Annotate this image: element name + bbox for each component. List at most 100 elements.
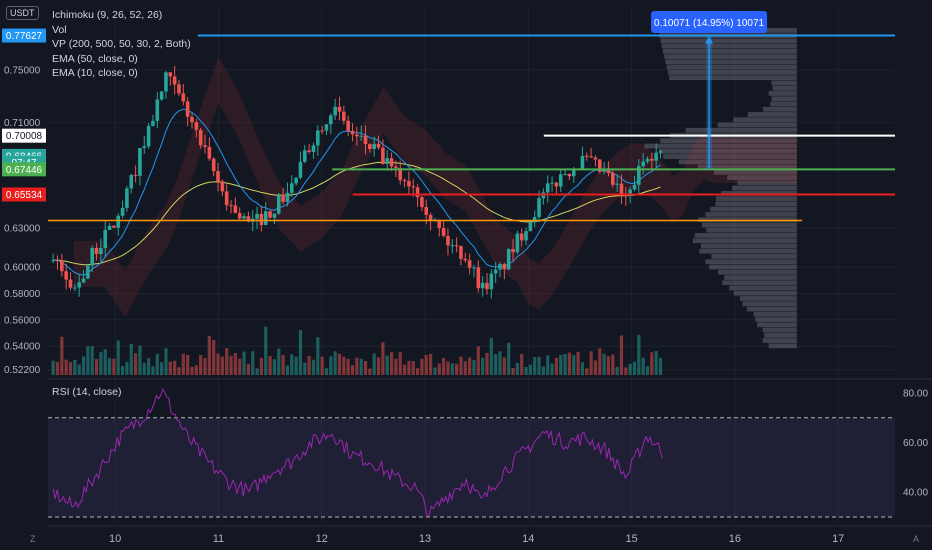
volume-bar [424, 354, 428, 375]
volume-profile-bar [660, 38, 797, 44]
volume-bar [407, 360, 411, 375]
volume-bar [632, 361, 637, 375]
price-label-box [2, 128, 46, 143]
candle-body [307, 150, 311, 152]
volume-bar [641, 357, 645, 375]
volume-bar [355, 357, 359, 375]
volume-bar [398, 351, 402, 375]
candle-body [55, 260, 60, 262]
volume-bar [376, 357, 381, 375]
rsi-legend[interactable]: RSI (14, close) [52, 386, 122, 398]
volume-profile-bar [698, 217, 797, 223]
legend-vol[interactable]: Vol [52, 23, 67, 36]
candle-body [628, 189, 632, 196]
candle-body [302, 150, 307, 162]
volume-bar [285, 365, 290, 375]
volume-bar [494, 354, 498, 375]
candle-body [203, 145, 207, 147]
volume-bar [554, 357, 559, 375]
volume-profile-bar [705, 212, 797, 217]
price-label: 0.65534 [6, 190, 43, 201]
candle-body [120, 207, 125, 216]
volume-bar [251, 351, 255, 375]
volume-bar [546, 355, 550, 375]
volume-profile-bar [716, 196, 797, 201]
volume-bar [229, 355, 233, 375]
candle-body [281, 195, 285, 202]
legend-ema10[interactable]: EMA (10, close, 0) [52, 67, 138, 79]
volume-profile-bar [710, 206, 797, 212]
volume-profile-bar [746, 306, 797, 312]
currency-badge[interactable]: USDT [6, 6, 39, 20]
candle-body [424, 207, 429, 215]
candle-body [593, 157, 598, 160]
volume-bar [498, 351, 502, 375]
volume-bar [411, 361, 415, 375]
volume-profile-bar [772, 85, 797, 91]
auto-scale-button[interactable]: A [913, 534, 920, 544]
volume-bar [550, 363, 554, 375]
candle-body [650, 158, 654, 161]
volume-bar [602, 353, 606, 375]
candle-body [511, 249, 515, 253]
price-tick-label: 0.56000 [4, 315, 41, 326]
price-label: 0.70008 [6, 131, 43, 142]
candle-body [485, 282, 489, 290]
rsi-tick-label: 40.00 [903, 488, 928, 499]
candle-body [459, 246, 463, 259]
candle-body [580, 155, 585, 170]
volume-bar [94, 359, 99, 375]
volume-bar [385, 355, 389, 375]
candle-body [624, 195, 628, 197]
volume-bar [160, 362, 164, 375]
volume-bar [402, 364, 407, 375]
candle-body [320, 130, 324, 132]
candle-body [90, 247, 95, 266]
candle-body [480, 282, 485, 289]
candle-body [537, 198, 541, 217]
volume-profile-bar [737, 180, 797, 186]
candle-body [385, 158, 390, 164]
volume-bar [533, 357, 537, 375]
candle-body [467, 260, 472, 268]
volume-profile-bar [768, 343, 797, 349]
volume-bar [112, 358, 116, 375]
volume-bar [125, 361, 129, 375]
volume-bar [537, 356, 541, 375]
volume-bar [212, 340, 216, 375]
candle-body [172, 76, 177, 85]
candle-body [381, 147, 385, 164]
volume-bar [311, 359, 316, 375]
volume-bar [507, 342, 511, 375]
time-tick-label: 11 [213, 533, 224, 545]
volume-bar [389, 352, 394, 375]
timezone-button[interactable]: Z [30, 534, 36, 544]
volume-bar [463, 361, 467, 375]
legend-vp[interactable]: VP (200, 500, 50, 30, 2, Both) [52, 38, 191, 50]
volume-bar [233, 352, 237, 375]
price-tick-label: 0.75000 [4, 66, 41, 77]
candle-body [632, 184, 637, 190]
candle-body [394, 166, 398, 168]
candle-body [263, 211, 268, 226]
volume-bar [645, 366, 650, 375]
candle-body [224, 191, 229, 206]
legend-ema50[interactable]: EMA (50, close, 0) [52, 52, 138, 65]
volume-profile-bar [661, 43, 797, 49]
volume-bar [107, 358, 112, 375]
candle-body [285, 192, 290, 202]
volume-profile-bar [755, 317, 797, 322]
candle-body [94, 247, 99, 255]
candle-body [363, 135, 368, 145]
volume-bar [524, 366, 528, 375]
volume-bar [606, 356, 611, 375]
volume-profile-bar [739, 296, 797, 301]
volume-bar [190, 366, 194, 375]
candle-body [333, 106, 337, 116]
legend-ichimoku[interactable]: Ichimoku (9, 26, 52, 26) [52, 9, 163, 21]
volume-profile-bar [762, 327, 797, 333]
candle-body [298, 161, 303, 178]
volume-profile-bar [770, 101, 797, 107]
volume-profile-bar [768, 91, 797, 96]
